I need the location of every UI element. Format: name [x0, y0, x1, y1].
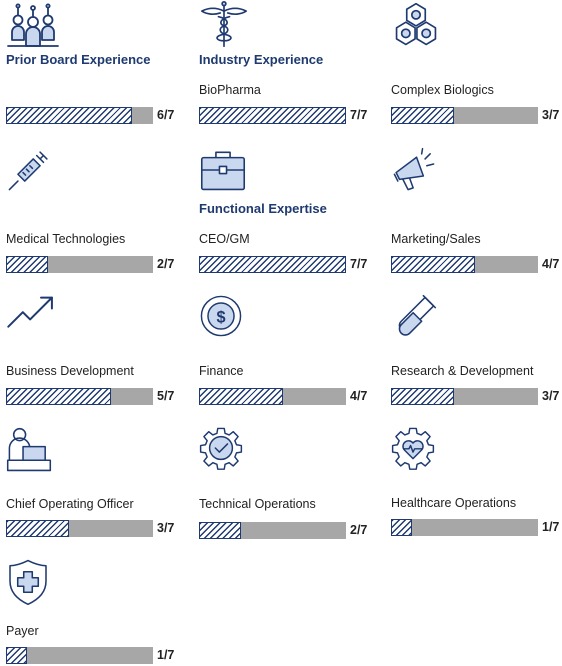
- score-bar: [199, 388, 346, 405]
- score-value: 6/7: [157, 108, 175, 122]
- score-value: 4/7: [350, 389, 368, 403]
- briefcase-icon: [199, 147, 247, 193]
- score-bar-fill: [6, 647, 27, 664]
- section-heading-functional: Functional Expertise: [199, 201, 327, 216]
- score-value: 1/7: [542, 520, 560, 534]
- skill-label: Research & Development: [391, 364, 534, 378]
- skill-label: Medical Technologies: [6, 232, 126, 246]
- score-value: 3/7: [542, 108, 560, 122]
- score-bar: [391, 388, 538, 405]
- score-value: 7/7: [350, 257, 368, 271]
- caduceus-icon: [199, 0, 249, 50]
- gear-heart-icon: [391, 426, 435, 470]
- skill-label: Healthcare Operations: [391, 496, 517, 510]
- score-bar-fill: [391, 519, 412, 536]
- score-bar: [199, 107, 346, 124]
- score-bar-fill: [199, 522, 241, 539]
- score-value: 1/7: [157, 648, 175, 662]
- score-bar: [199, 522, 346, 539]
- score-bar: [391, 107, 538, 124]
- skill-label: BioPharma: [199, 83, 261, 97]
- score-bar: [391, 519, 538, 536]
- score-bar-fill: [199, 256, 346, 273]
- skill-label: Technical Operations: [199, 497, 316, 511]
- score-bar: [199, 256, 346, 273]
- shield-cross-icon: [6, 558, 50, 606]
- score-bar-fill: [6, 388, 111, 405]
- score-bar: [6, 256, 153, 273]
- score-bar-fill: [199, 388, 283, 405]
- score-value: 7/7: [350, 108, 368, 122]
- skill-label: Chief Operating Officer: [6, 497, 134, 511]
- score-value: 4/7: [542, 257, 560, 271]
- skill-label: Business Development: [6, 364, 134, 378]
- test-tube-icon: [391, 294, 437, 340]
- score-bar-fill: [6, 520, 69, 537]
- molecule-icon: [391, 0, 441, 50]
- gear-check-icon: [199, 426, 243, 470]
- score-bar-fill: [391, 256, 475, 273]
- section-heading-industry: Industry Experience: [199, 52, 324, 67]
- skill-label: CEO/GM: [199, 232, 250, 246]
- score-bar-fill: [199, 107, 346, 124]
- score-bar-fill: [6, 256, 48, 273]
- megaphone-icon: [391, 147, 437, 193]
- board-members-icon: [6, 0, 60, 54]
- score-value: 2/7: [157, 257, 175, 271]
- score-value: 3/7: [542, 389, 560, 403]
- score-bar: [391, 256, 538, 273]
- skill-label: Marketing/Sales: [391, 232, 481, 246]
- dollar-coin-icon: $: [199, 294, 243, 338]
- score-bar-fill: [391, 388, 454, 405]
- skill-label: Payer: [6, 624, 39, 638]
- syringe-icon: [6, 147, 52, 193]
- skill-label: Finance: [199, 364, 244, 378]
- score-value: 5/7: [157, 389, 175, 403]
- score-bar: [6, 107, 153, 124]
- section-heading-prior-board: Prior Board Experience: [6, 52, 151, 67]
- score-value: 3/7: [157, 521, 175, 535]
- score-value: 2/7: [350, 523, 368, 537]
- svg-text:$: $: [216, 309, 225, 327]
- score-bar-fill: [6, 107, 132, 124]
- trend-up-icon: [6, 294, 56, 334]
- score-bar: [6, 647, 153, 664]
- person-desk-icon: [6, 426, 52, 474]
- skill-label: Complex Biologics: [391, 83, 494, 97]
- score-bar: [6, 520, 153, 537]
- score-bar: [6, 388, 153, 405]
- score-bar-fill: [391, 107, 454, 124]
